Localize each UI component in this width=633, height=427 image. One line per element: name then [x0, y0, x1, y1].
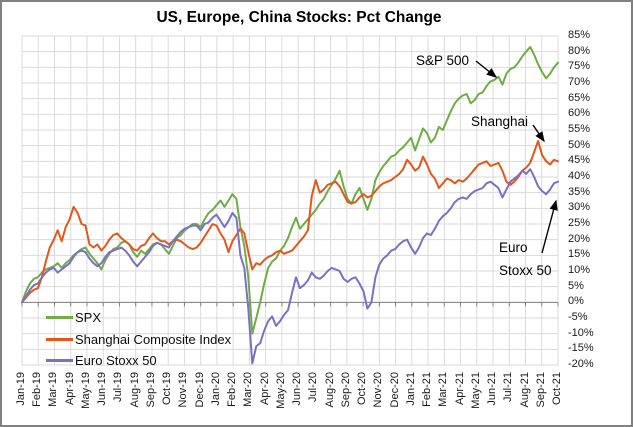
legend-item-shanghai: Shanghai Composite Index	[46, 329, 231, 351]
x-axis-label: Apr-20	[258, 372, 271, 406]
legend-label: SPX	[75, 310, 102, 326]
euro-stoxx-line-swatch	[46, 359, 73, 363]
y-axis-label: 25%	[568, 217, 591, 229]
y-axis-label: 55%	[568, 123, 591, 135]
y-axis-label: 40%	[568, 170, 591, 182]
x-axis-label: Jun-20	[291, 372, 304, 406]
x-axis-label: Jul-20	[307, 372, 320, 402]
legend: SPX Shanghai Composite Index Euro Stoxx …	[46, 307, 231, 372]
x-axis-label: Oct-20	[356, 372, 369, 406]
y-axis-label: 20%	[568, 232, 591, 245]
x-axis-label: Jul-19	[112, 372, 125, 402]
x-axis-label: Oct-19	[161, 372, 174, 406]
x-axis-label: Aug-21	[518, 372, 531, 408]
annotation-sp500: S&P 500	[416, 53, 470, 68]
y-axis-label: -5%	[568, 311, 588, 323]
y-axis-label: 45%	[568, 154, 591, 167]
x-axis-label: Dec-19	[193, 372, 206, 408]
y-axis-label: 5%	[568, 279, 584, 292]
y-axis-label: 10%	[568, 264, 591, 276]
x-axis-label: Nov-19	[177, 372, 190, 408]
legend-label: Euro Stoxx 50	[75, 353, 157, 369]
legend-item-euro-stoxx: Euro Stoxx 50	[46, 350, 231, 372]
annotation-euro-stoxx: Euro Stoxx 50	[499, 236, 552, 282]
x-axis-label: May-21	[469, 372, 482, 409]
series-euro-stoxx-50	[21, 168, 559, 365]
annotation-shanghai: Shanghai	[471, 114, 529, 129]
x-axis-label: Nov-20	[372, 372, 385, 408]
annotation-euro-line1: Euro	[499, 240, 528, 255]
y-axis-label: 15%	[568, 248, 591, 261]
y-axis-label: 80%	[568, 44, 591, 57]
x-axis-label: Apr-19	[63, 372, 76, 406]
y-axis-label: 50%	[568, 138, 591, 151]
series-shanghai-composite-index	[21, 140, 559, 304]
y-axis-label: 60%	[568, 107, 591, 120]
x-axis-label: May-19	[79, 372, 92, 409]
y-axis-label: 75%	[568, 60, 591, 73]
x-axis-label: Mar-19	[47, 372, 60, 407]
x-axis-label: Jun-19	[96, 372, 109, 406]
x-axis-label: May-20	[274, 372, 287, 409]
x-axis-label: Sep-21	[534, 372, 547, 408]
annotation-arrow	[475, 60, 498, 78]
x-axis-label: Jan-20	[209, 372, 222, 406]
x-axis-label: Jul-21	[502, 372, 515, 402]
x-axis-label: Mar-21	[437, 372, 450, 407]
annotation-arrow	[532, 124, 545, 143]
x-axis-label: Jun-21	[486, 372, 499, 406]
x-axis-label: Feb-21	[421, 372, 434, 407]
y-axis-label: 30%	[568, 201, 591, 214]
x-axis-label: Jan-21	[404, 372, 417, 406]
shanghai-line-swatch	[46, 337, 73, 341]
x-axis-label: Aug-19	[128, 372, 141, 408]
spx-line-swatch	[46, 316, 73, 320]
legend-item-spx: SPX	[46, 307, 231, 329]
y-axis-label: 35%	[568, 185, 591, 198]
legend-label: Shanghai Composite Index	[75, 331, 232, 347]
chart-title: US, Europe, China Stocks: Pct Change	[156, 9, 442, 26]
y-axis-label: 0%	[568, 295, 584, 308]
y-axis-label: 65%	[568, 91, 591, 104]
y-axis-label: -10%	[568, 326, 594, 339]
x-axis-label: Dec-20	[388, 372, 401, 408]
x-axis-label: Mar-20	[242, 372, 255, 407]
x-axis-label: Feb-19	[31, 372, 44, 407]
y-axis-label: -20%	[568, 358, 594, 370]
x-axis-label: Apr-21	[453, 372, 466, 406]
x-axis-label: Feb-20	[226, 372, 239, 407]
y-axis-label: 85%	[568, 29, 591, 41]
annotation-arrow	[541, 199, 558, 254]
x-axis-label: Sep-20	[339, 372, 352, 408]
x-axis-label: Jan-19	[15, 372, 27, 406]
x-axis-label: Aug-20	[323, 372, 336, 408]
y-axis-label: -15%	[568, 342, 594, 355]
annotation-euro-line2: Stoxx 50	[499, 263, 552, 278]
y-axis-label: 70%	[568, 76, 591, 88]
x-axis-label: Sep-19	[144, 372, 157, 408]
x-axis-label: Oct-21	[551, 372, 563, 406]
